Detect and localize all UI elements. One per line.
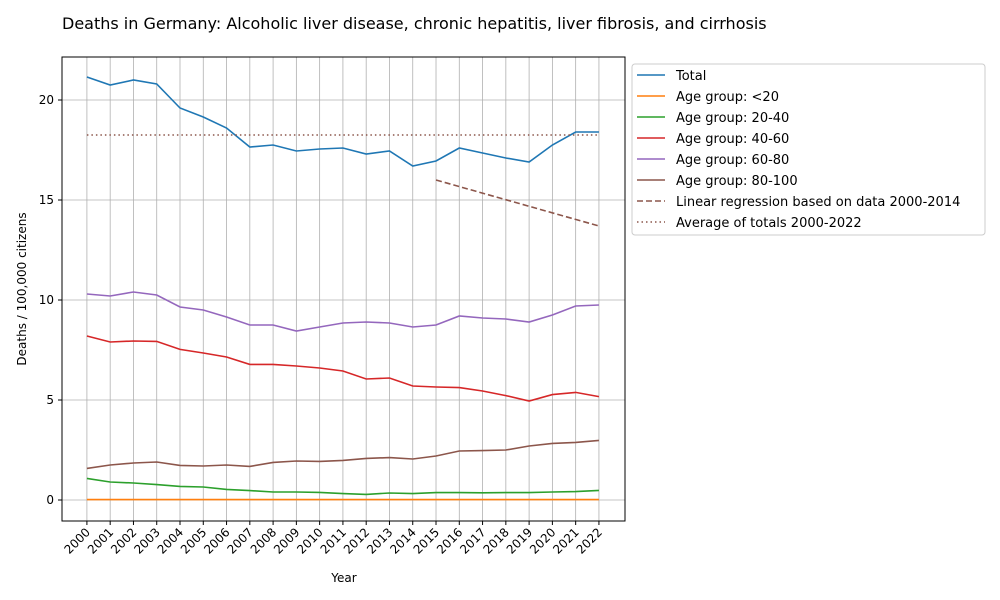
x-tick-label: 2020 [527, 525, 558, 556]
legend-label: Average of totals 2000-2022 [676, 216, 862, 231]
x-tick-label: 2002 [108, 525, 139, 556]
x-tick-label: 2016 [434, 525, 465, 556]
y-axis-label: Deaths / 100,000 citizens [15, 212, 29, 365]
x-tick-label: 2015 [411, 525, 442, 556]
y-tick-label: 10 [39, 293, 54, 307]
x-tick-label: 2017 [457, 525, 488, 556]
x-tick-label: 2003 [131, 525, 162, 556]
series-line-total [86, 76, 599, 167]
x-tick-label: 2006 [201, 525, 232, 556]
x-tick-label: 2011 [318, 525, 349, 556]
legend-label: Linear regression based on data 2000-201… [676, 195, 960, 210]
legend: Total Age group: <20 Age group: 20-40 Age g… [631, 63, 986, 236]
x-tick-label: 2014 [387, 525, 418, 556]
series-line-age-group-40-60 [86, 335, 600, 402]
series-line-linear-regression-based-on-data-2000-2014 [435, 179, 600, 227]
legend-label: Age group: 20-40 [676, 111, 789, 126]
legend-label: Age group: 80-100 [676, 174, 798, 189]
chart-title: Deaths in Germany: Alcoholic liver disea… [62, 14, 767, 33]
x-axis-label: Year [330, 571, 356, 585]
series-line-age-group-60-80 [86, 291, 599, 332]
x-tick-label: 2000 [62, 525, 93, 556]
legend-label: Age group: 40-60 [676, 132, 789, 147]
y-tick-label: 5 [46, 393, 54, 407]
x-tick-label: 2013 [364, 525, 395, 556]
x-tick-label: 2009 [271, 525, 302, 556]
x-tick-label: 2019 [504, 525, 535, 556]
x-tick-label: 2021 [550, 525, 581, 556]
x-tick-label: 2018 [480, 525, 511, 556]
x-tick-label: 2005 [178, 525, 209, 556]
x-tick-label: 2008 [248, 525, 279, 556]
legend-label: Age group: 60-80 [676, 153, 789, 168]
x-tick-label: 2007 [224, 525, 255, 556]
x-tick-label: 2022 [574, 525, 605, 556]
legend-box [631, 63, 986, 236]
x-tick-label: 2004 [155, 525, 186, 556]
x-tick-label: 2010 [294, 525, 325, 556]
x-tick-label: 2012 [341, 525, 372, 556]
x-tick-label: 2001 [85, 525, 116, 556]
legend-label: Total [675, 69, 706, 84]
y-tick-label: 20 [39, 93, 54, 107]
plot-frame [61, 56, 626, 522]
series-line-age-group-80-100 [86, 439, 600, 470]
legend-label: Age group: <20 [676, 90, 779, 105]
series-line-age-group-20-40 [86, 477, 599, 496]
y-tick-label: 0 [46, 493, 54, 507]
y-tick-label: 15 [39, 193, 54, 207]
